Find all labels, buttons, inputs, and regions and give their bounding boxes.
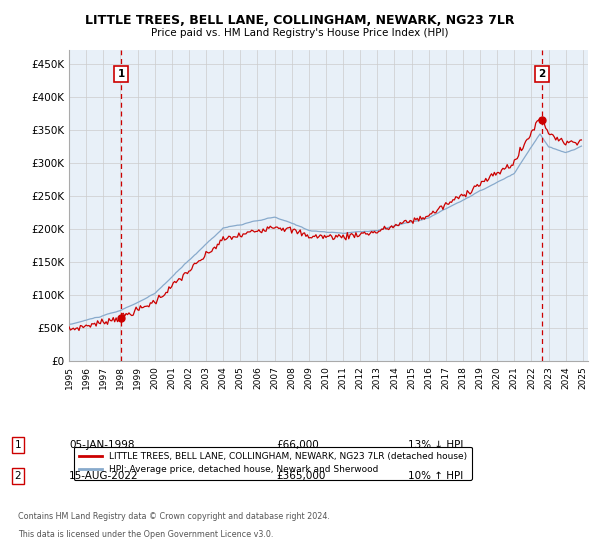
Text: This data is licensed under the Open Government Licence v3.0.: This data is licensed under the Open Gov… bbox=[18, 530, 274, 539]
Legend: LITTLE TREES, BELL LANE, COLLINGHAM, NEWARK, NG23 7LR (detached house), HPI: Ave: LITTLE TREES, BELL LANE, COLLINGHAM, NEW… bbox=[74, 446, 472, 480]
Text: LITTLE TREES, BELL LANE, COLLINGHAM, NEWARK, NG23 7LR: LITTLE TREES, BELL LANE, COLLINGHAM, NEW… bbox=[85, 14, 515, 27]
Text: 15-AUG-2022: 15-AUG-2022 bbox=[69, 471, 139, 481]
Text: Contains HM Land Registry data © Crown copyright and database right 2024.: Contains HM Land Registry data © Crown c… bbox=[18, 512, 330, 521]
Text: 13% ↓ HPI: 13% ↓ HPI bbox=[408, 440, 463, 450]
Text: Price paid vs. HM Land Registry's House Price Index (HPI): Price paid vs. HM Land Registry's House … bbox=[151, 28, 449, 38]
Text: 10% ↑ HPI: 10% ↑ HPI bbox=[408, 471, 463, 481]
Text: £66,000: £66,000 bbox=[276, 440, 319, 450]
Text: 2: 2 bbox=[539, 69, 546, 79]
Text: 1: 1 bbox=[118, 69, 125, 79]
Text: 05-JAN-1998: 05-JAN-1998 bbox=[69, 440, 134, 450]
Text: 1: 1 bbox=[14, 440, 22, 450]
Text: 2: 2 bbox=[14, 471, 22, 481]
Text: £365,000: £365,000 bbox=[276, 471, 325, 481]
